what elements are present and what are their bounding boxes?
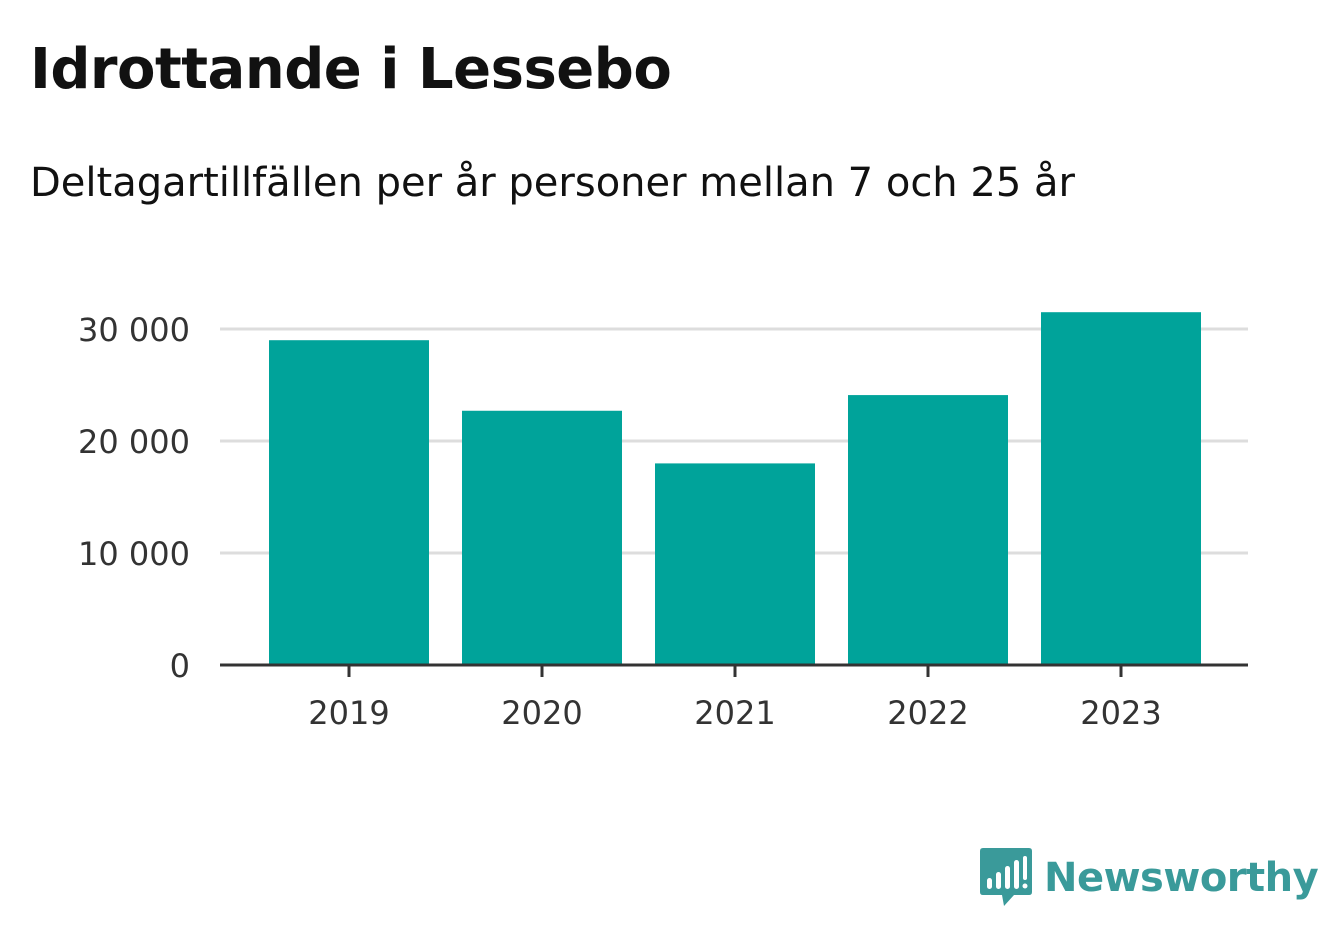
x-tick-label: 2021 bbox=[694, 694, 775, 732]
chart-title: Idrottande i Lessebo bbox=[30, 37, 672, 102]
y-tick-label: 30 000 bbox=[78, 311, 190, 349]
y-axis-ticks: 0 10 000 20 000 30 000 bbox=[78, 311, 190, 685]
y-tick-label: 20 000 bbox=[78, 423, 190, 461]
y-tick-label: 0 bbox=[170, 647, 190, 685]
x-tick-label: 2020 bbox=[501, 694, 582, 732]
newsworthy-logo-icon bbox=[980, 848, 1032, 906]
x-axis-ticks: 2019 2020 2021 2022 2023 bbox=[308, 665, 1162, 732]
x-tick-label: 2022 bbox=[887, 694, 968, 732]
x-tick-label: 2023 bbox=[1080, 694, 1161, 732]
newsworthy-brand: Newsworthy bbox=[980, 848, 1319, 908]
chart-subtitle: Deltagartillfällen per år personer mella… bbox=[30, 160, 1075, 206]
brand-name: Newsworthy bbox=[1044, 855, 1319, 901]
y-tick-label: 10 000 bbox=[78, 535, 190, 573]
bar-2020 bbox=[462, 410, 622, 665]
bar-2021 bbox=[655, 463, 815, 665]
x-tick-label: 2019 bbox=[308, 694, 389, 732]
bar-2023 bbox=[1041, 312, 1201, 665]
bars bbox=[269, 312, 1201, 665]
bar-2022 bbox=[848, 395, 1008, 665]
bar-2019 bbox=[269, 340, 429, 665]
